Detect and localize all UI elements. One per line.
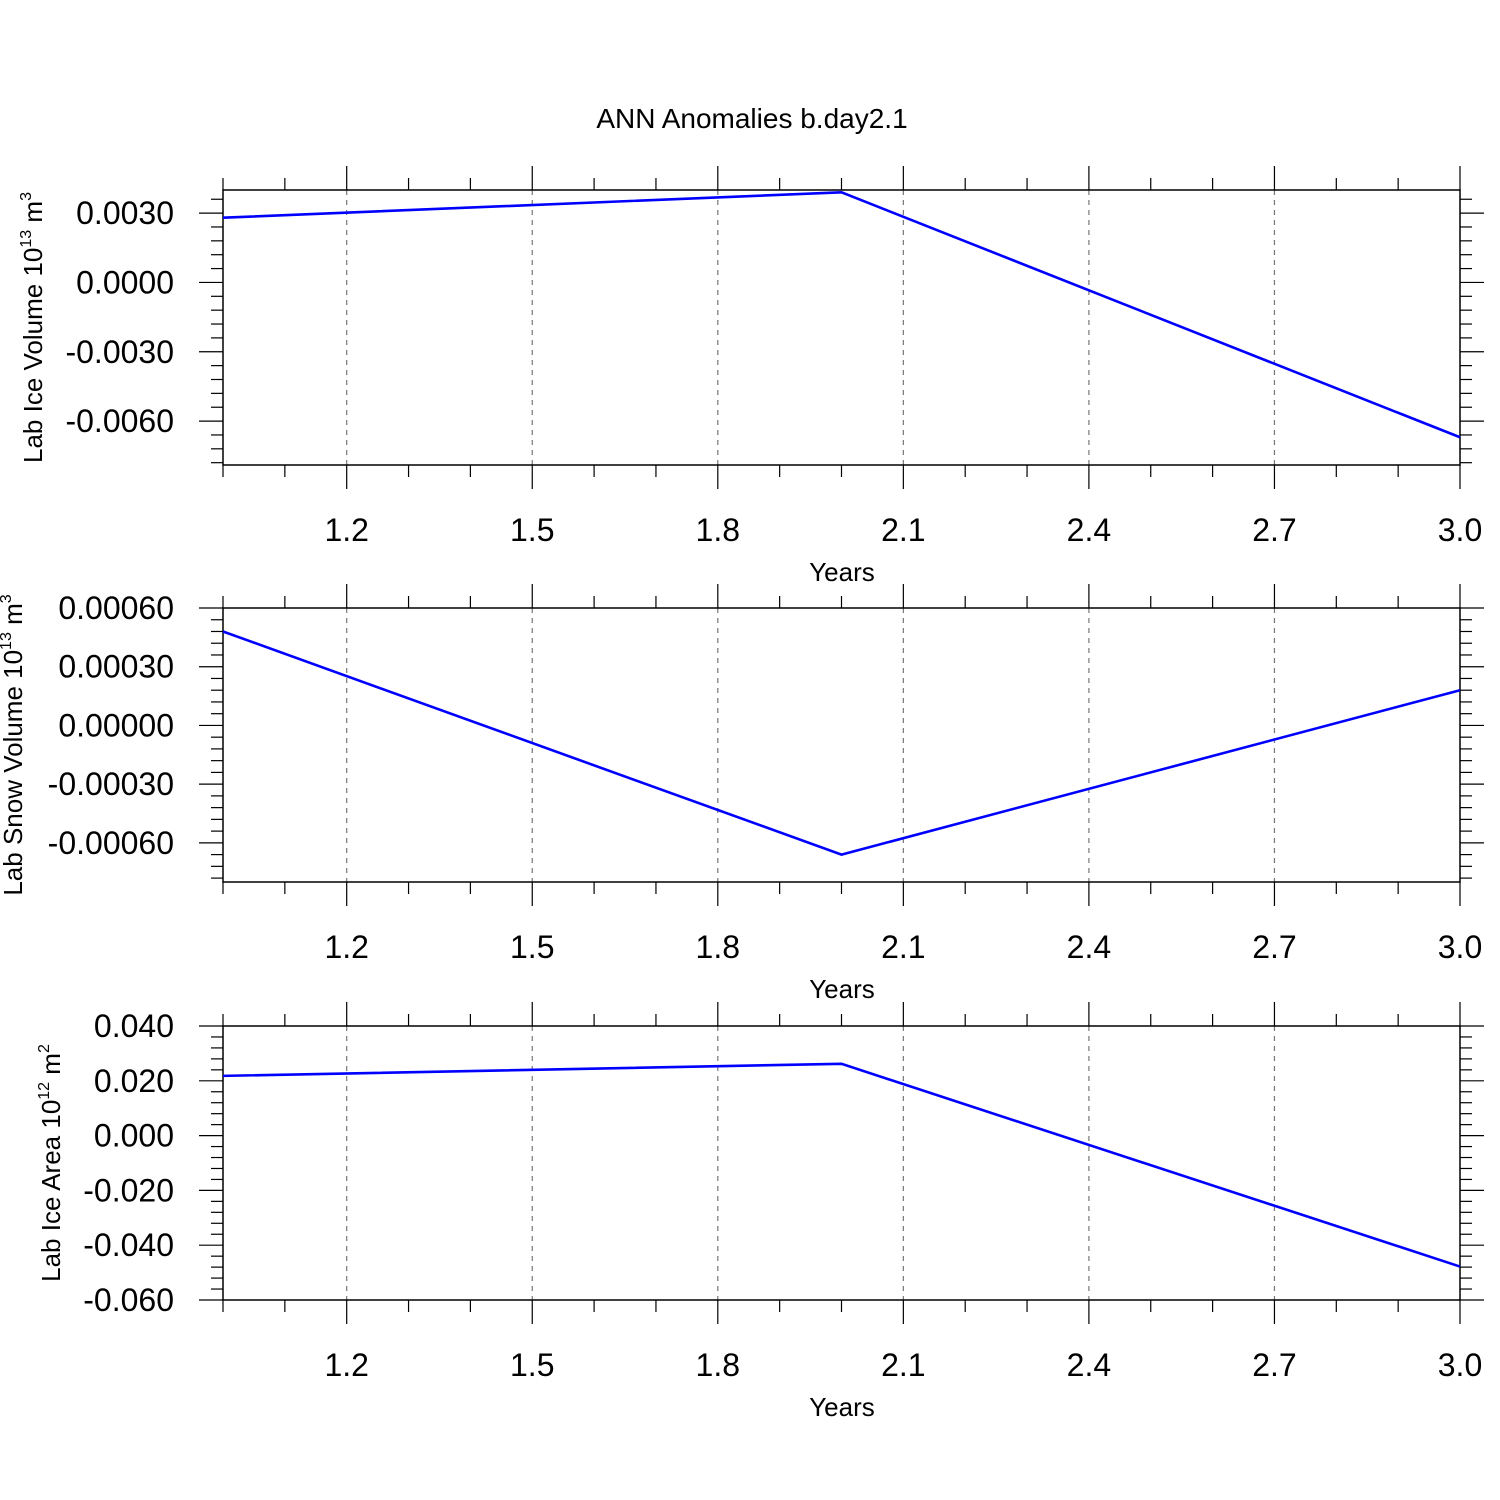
x-tick-label: 2.7 xyxy=(1252,1347,1296,1383)
y-tick-label: 0.000 xyxy=(94,1118,174,1154)
chart-panel-3: 1.2 1.5 1.8 2.1 2.4 2.7 3.0 Years 0.040 0.020 0.00… xyxy=(36,1002,1484,1422)
y-tick-label: -0.020 xyxy=(83,1172,174,1208)
x-tick-label: 2.4 xyxy=(1067,929,1111,965)
x-tick-label: 1.2 xyxy=(324,512,368,548)
x-axis-label: Years xyxy=(809,1392,875,1422)
y-tick-label: -0.040 xyxy=(83,1227,174,1263)
y-axis-label: Lab Ice Area 1012 m2 xyxy=(36,1044,66,1282)
y-axis-label-text: Lab Snow Volume 10 xyxy=(0,650,28,896)
x-tick-label: 2.1 xyxy=(881,1347,925,1383)
y-axis-label-text: Lab Ice Volume 10 xyxy=(18,248,48,463)
x-tick-label: 1.2 xyxy=(324,929,368,965)
y-tick-label: 0.040 xyxy=(94,1008,174,1044)
panels: 1.2 1.5 1.8 2.1 2.4 2.7 3.0 Years 0.0030 0.0000 -0… xyxy=(0,166,1484,1422)
y-tick-label: 0.020 xyxy=(94,1063,174,1099)
y-tick-label: 0.00000 xyxy=(58,707,174,743)
x-tick-label: 3.0 xyxy=(1438,929,1482,965)
series-line xyxy=(222,630,1461,856)
y-tick-label: -0.00030 xyxy=(48,766,174,802)
x-axis-label: Years xyxy=(809,557,875,587)
series-line xyxy=(222,191,1461,439)
x-tick-label: 1.8 xyxy=(696,929,740,965)
x-tick-label: 1.5 xyxy=(510,1347,554,1383)
x-tick-label: 2.7 xyxy=(1252,929,1296,965)
x-tick-label: 2.4 xyxy=(1067,512,1111,548)
chart-panel-2: 1.2 1.5 1.8 2.1 2.4 2.7 3.0 Years 0.00060 0.00030… xyxy=(0,584,1484,1004)
x-tick-label: 2.4 xyxy=(1067,1347,1111,1383)
y-axis-label: Lab Ice Volume 1013 m3 xyxy=(18,192,48,463)
x-tick-label: 1.5 xyxy=(510,512,554,548)
y-axis-label-exponent: 12 xyxy=(36,1082,53,1100)
x-tick-label: 2.7 xyxy=(1252,512,1296,548)
x-axis-label: Years xyxy=(809,974,875,1004)
x-tick-label: 1.5 xyxy=(510,929,554,965)
y-axis-label: Lab Snow Volume 1013 m3 xyxy=(0,594,28,895)
y-axis-label-exponent: 13 xyxy=(0,632,15,650)
y-tick-label: 0.0030 xyxy=(76,195,174,231)
y-axis-label-unit: m xyxy=(36,1053,66,1082)
y-axis-label-unit: m xyxy=(18,201,48,230)
y-tick-label: 0.00060 xyxy=(58,590,174,626)
y-axis-label-unit-exponent: 3 xyxy=(0,594,15,603)
y-tick-label: -0.0030 xyxy=(65,334,174,370)
y-tick-label: -0.0060 xyxy=(65,403,174,439)
y-axis-label-unit: m xyxy=(0,603,28,632)
x-tick-label: 1.8 xyxy=(696,1347,740,1383)
x-tick-label: 3.0 xyxy=(1438,512,1482,548)
x-tick-label: 1.8 xyxy=(696,512,740,548)
y-tick-label: -0.00060 xyxy=(48,825,174,861)
x-tick-label: 1.2 xyxy=(324,1347,368,1383)
x-tick-label: 2.1 xyxy=(881,512,925,548)
y-axis-label-text: Lab Ice Area 10 xyxy=(36,1100,66,1282)
chart-panel-1: 1.2 1.5 1.8 2.1 2.4 2.7 3.0 Years 0.0030 0.0000 -0… xyxy=(18,166,1484,587)
x-tick-label: 3.0 xyxy=(1438,1347,1482,1383)
y-tick-label: 0.00030 xyxy=(58,649,174,685)
y-tick-label: -0.060 xyxy=(83,1282,174,1318)
y-axis-label-unit-exponent: 3 xyxy=(18,192,35,201)
y-axis-label-exponent: 13 xyxy=(18,230,35,248)
y-axis-label-unit-exponent: 2 xyxy=(36,1044,53,1053)
y-tick-label: 0.0000 xyxy=(76,264,174,300)
figure-title: ANN Anomalies b.day2.1 xyxy=(596,103,907,134)
series-line xyxy=(222,1062,1461,1268)
x-tick-label: 2.1 xyxy=(881,929,925,965)
